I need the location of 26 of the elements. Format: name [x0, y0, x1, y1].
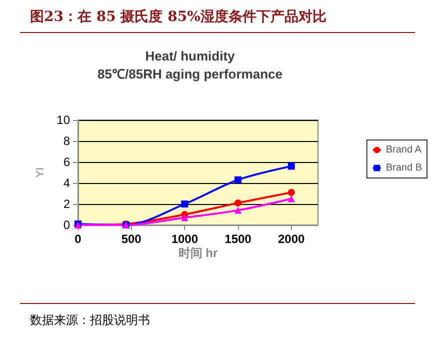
point	[181, 200, 188, 208]
point	[181, 214, 188, 222]
x-axis-title: 时间 hr	[178, 246, 218, 260]
source-note: 数据来源：招股说明书	[30, 312, 150, 329]
y-tick-label: 2	[63, 197, 70, 211]
point	[288, 162, 295, 170]
x-tick-label: 2000	[278, 232, 306, 246]
legend-label: Brand B	[386, 162, 422, 174]
x-tick-label: 1000	[171, 232, 198, 246]
chart-title: 图23：在 85 摄氏度 85%湿度条件下产品对比	[30, 8, 326, 26]
chart-subtitle: Heat/ humidity 85℃/85RH aging performance	[98, 48, 282, 82]
point	[234, 206, 242, 214]
y-axis-title: YI	[34, 167, 46, 178]
x-tick-label: 0	[74, 232, 82, 246]
x-tick-label: 1500	[224, 232, 252, 246]
y-tick-label: 8	[63, 134, 70, 148]
y-tick-label: 10	[56, 113, 70, 127]
point	[234, 199, 242, 206]
point	[234, 176, 242, 184]
legend-label: Brand A	[386, 144, 422, 156]
point	[288, 195, 295, 202]
y-tick-label: 6	[63, 155, 70, 169]
x-tick-label: 500	[121, 232, 142, 246]
point	[288, 188, 295, 196]
y-tick-label: 4	[63, 176, 70, 190]
y-tick-label: 0	[63, 218, 70, 232]
